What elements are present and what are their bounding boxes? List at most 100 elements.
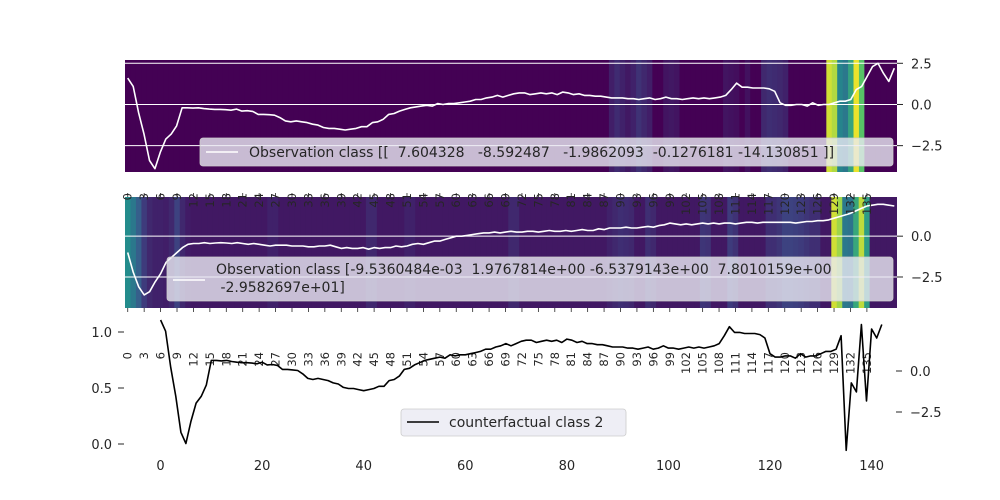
heatmap-cell bbox=[608, 60, 615, 172]
heatmap-cell bbox=[130, 197, 137, 308]
heatmap-cell bbox=[250, 197, 258, 308]
xtick-label-bottom: 123 bbox=[794, 352, 808, 374]
xtick-label-top: 39 bbox=[334, 193, 348, 208]
xtick-label-bottom: 99 bbox=[663, 352, 677, 367]
heatmap-cell bbox=[837, 60, 844, 172]
xtick-label-top: 90 bbox=[614, 193, 628, 208]
xtick-label-top: 81 bbox=[564, 193, 578, 208]
heatmap-cell bbox=[327, 197, 334, 308]
xtick-label-top: 24 bbox=[252, 193, 266, 208]
heatmap-cell bbox=[581, 60, 588, 172]
heatmap-cell bbox=[699, 197, 706, 308]
heatmap-cell bbox=[404, 197, 411, 308]
heatmap-cell bbox=[688, 197, 696, 308]
heatmap-cell bbox=[880, 197, 887, 308]
heatmap-cell bbox=[776, 197, 783, 308]
heatmap-cell bbox=[521, 60, 528, 172]
bottom-right-yticks: 0.0 −2.5 bbox=[896, 365, 942, 421]
xtick-label-top: 30 bbox=[285, 193, 299, 208]
xtick-label-top: 120 bbox=[778, 193, 792, 215]
heatmap-cell bbox=[424, 60, 431, 172]
bottom-legend: counterfactual class 2 bbox=[400, 408, 627, 437]
heatmap-cell bbox=[524, 197, 531, 308]
heatmap-cell bbox=[195, 60, 202, 172]
heatmap-cell bbox=[617, 197, 624, 308]
heatmap-cell bbox=[601, 197, 608, 308]
heatmap-cell bbox=[815, 60, 822, 172]
top-right-yticks: 2.5 0.0 −2.5 bbox=[897, 57, 943, 155]
xtick-label-top: 33 bbox=[301, 193, 315, 208]
heatmap-cell bbox=[179, 197, 186, 308]
xtick-label-bottom: 21 bbox=[236, 352, 250, 367]
heatmap-cell bbox=[146, 60, 153, 172]
heatmap-cell bbox=[418, 60, 425, 172]
heatmap-cell bbox=[173, 60, 180, 172]
heatmap-cell bbox=[288, 60, 295, 172]
xtick-label-bottom: 111 bbox=[728, 352, 742, 374]
heatmap-cell bbox=[255, 60, 262, 172]
heatmap-cell bbox=[239, 60, 246, 172]
xtick-label-top: 126 bbox=[811, 193, 825, 215]
heatmap-cell bbox=[489, 60, 496, 172]
heatmap-cell bbox=[360, 197, 367, 308]
heatmap-cell bbox=[803, 197, 810, 308]
heatmap-cell bbox=[486, 197, 493, 308]
heatmap-cell bbox=[712, 60, 719, 172]
heatmap-cell bbox=[684, 60, 692, 172]
heatmap-cell bbox=[674, 60, 681, 172]
heatmap-cell bbox=[315, 60, 322, 172]
heatmap-cell bbox=[733, 60, 740, 172]
heatmap-cell bbox=[141, 60, 148, 172]
heatmap-cell bbox=[606, 197, 613, 308]
heatmap-cell bbox=[190, 197, 197, 308]
xtick-label-top: 12 bbox=[186, 193, 200, 208]
xtick-label-top: 108 bbox=[712, 193, 726, 215]
heatmap-cell bbox=[603, 60, 610, 172]
heatmap-cell bbox=[448, 197, 455, 308]
heatmap-cell bbox=[672, 197, 679, 308]
heatmap-cell bbox=[864, 197, 871, 308]
xtick-label-bottom: 33 bbox=[301, 352, 315, 367]
heatmap-cell bbox=[505, 60, 512, 172]
heatmap-cell bbox=[364, 60, 371, 172]
xtick-label-bottom: 15 bbox=[203, 352, 217, 367]
heatmap-cell bbox=[864, 60, 871, 172]
heatmap-cell bbox=[570, 60, 577, 172]
heatmap-cell bbox=[625, 60, 632, 172]
xtick-label: 120 bbox=[758, 459, 783, 474]
xtick-label-bottom: 30 bbox=[285, 352, 299, 367]
xtick-label-top: 6 bbox=[154, 193, 168, 200]
xtick-label-top: 21 bbox=[236, 193, 250, 208]
heatmap-cell bbox=[201, 197, 208, 308]
xtick-label-top: 48 bbox=[384, 193, 398, 208]
heatmap-cell bbox=[793, 60, 800, 172]
heatmap-cell bbox=[426, 197, 433, 308]
heatmap-cell bbox=[891, 197, 897, 308]
xtick-label-bottom: 102 bbox=[679, 352, 693, 374]
heatmap-cell bbox=[311, 197, 318, 308]
heatmap-cell bbox=[683, 197, 690, 308]
heatmap-cell bbox=[886, 197, 893, 308]
heatmap-cell bbox=[201, 60, 208, 172]
heatmap-cell bbox=[694, 197, 701, 308]
heatmap-cell bbox=[277, 60, 284, 172]
heatmap-cell bbox=[842, 60, 849, 172]
heatmap-cell bbox=[382, 197, 389, 308]
middle-right-yticks: 0.0 −2.5 bbox=[897, 230, 943, 286]
heatmap-cell bbox=[207, 197, 214, 308]
heatmap-cell bbox=[491, 197, 498, 308]
heatmap-cell bbox=[141, 197, 148, 308]
bottom-series-line bbox=[159, 319, 883, 452]
heatmap-cell bbox=[754, 197, 761, 308]
xtick-label-bottom: 39 bbox=[334, 352, 348, 367]
heatmap-cell bbox=[848, 60, 855, 172]
heatmap-cell bbox=[847, 197, 854, 308]
middle-legend-label: Observation class [-9.5360484e-03 1.9767… bbox=[216, 262, 832, 296]
xtick-label-top: 51 bbox=[400, 193, 414, 208]
heatmap-cell bbox=[814, 197, 821, 308]
heatmap-cell bbox=[333, 197, 340, 308]
heatmap-cell bbox=[886, 60, 893, 172]
heatmap-cell bbox=[320, 60, 327, 172]
heatmap-cell bbox=[234, 197, 241, 308]
heatmap-cell bbox=[415, 197, 422, 308]
